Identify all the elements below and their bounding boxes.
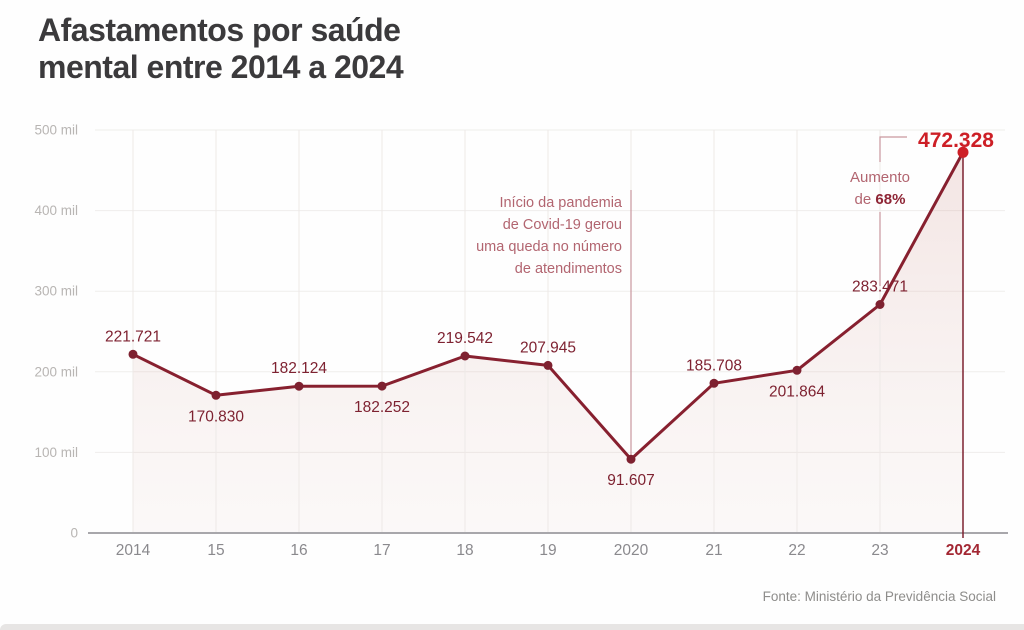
data-points (128, 146, 969, 464)
annotation-texts: Início da pandemia de Covid-19 gerou uma q… (476, 169, 910, 277)
x-tick-label: 22 (788, 542, 805, 559)
data-point (211, 390, 221, 400)
pandemic-annotation-text: de Covid-19 gerou (503, 217, 622, 233)
y-tick-label: 500 mil (34, 123, 78, 138)
data-point-label: 182.124 (271, 360, 327, 377)
page-title-line-1: Afastamentos por saúde (38, 12, 401, 48)
y-tick-label: 300 mil (34, 284, 78, 299)
data-point-label: 221.721 (105, 328, 161, 345)
data-point (294, 381, 304, 391)
area-fill (133, 152, 963, 534)
data-point-labels: 221.721 170.830 182.124 182.252 219.542 207.9… (105, 129, 994, 489)
x-tick-label: 16 (290, 542, 307, 559)
increase-annotation-bold: 68% (875, 191, 905, 208)
increase-annotation-line1: Aumento (850, 169, 910, 186)
page-title-line-2: mental entre 2014 a 2024 (38, 49, 404, 85)
annotation-lines (630, 136, 964, 538)
data-point (543, 360, 553, 370)
x-tick-label: 2024 (946, 542, 981, 559)
data-point (957, 146, 969, 158)
y-axis-labels: 0 100 mil 200 mil 300 mil 400 mil 500 mil (34, 123, 78, 541)
x-tick-label: 2014 (116, 542, 151, 559)
data-point-label: 219.542 (437, 330, 493, 347)
increase-annotation-line (879, 136, 907, 286)
pandemic-annotation-text: Início da pandemia (499, 195, 622, 211)
x-tick-label: 19 (539, 542, 556, 559)
page-title: Afastamentos por saúde mental entre 2014… (38, 12, 404, 86)
data-point-label: 91.607 (607, 472, 654, 489)
data-point (626, 454, 636, 464)
source-note: Fonte: Ministério da Previdência Social (762, 589, 996, 604)
data-point-label: 185.708 (686, 357, 742, 374)
data-point-label: 201.864 (769, 383, 825, 400)
data-point-label: 170.830 (188, 408, 244, 425)
x-tick-label: 17 (373, 542, 390, 559)
data-point-label: 283.471 (852, 279, 908, 296)
data-point (709, 378, 719, 388)
x-axis-labels: 2014 15 16 17 18 19 2020 21 22 23 2024 (116, 542, 981, 559)
data-point-label: 182.252 (354, 399, 410, 416)
bottom-strip (0, 624, 1024, 630)
y-tick-label: 100 mil (34, 445, 78, 460)
data-point (128, 349, 138, 359)
area-shape (133, 152, 963, 534)
y-tick-label: 400 mil (34, 203, 78, 218)
data-point-label: 207.945 (520, 339, 576, 356)
x-tick-label: 18 (456, 542, 473, 559)
x-tick-label: 2020 (614, 542, 649, 559)
y-tick-label: 0 (70, 526, 78, 541)
data-point (792, 365, 802, 375)
increase-annotation-prefix: de (855, 191, 876, 208)
data-point (460, 351, 470, 361)
x-tick-label: 23 (871, 542, 888, 559)
data-point (875, 300, 885, 309)
x-tick-label: 15 (207, 542, 224, 559)
data-point (377, 381, 387, 391)
x-tick-label: 21 (705, 542, 722, 559)
data-point-label: 472.328 (918, 129, 994, 152)
pandemic-annotation-text: de atendimentos (515, 261, 622, 277)
y-tick-label: 200 mil (34, 364, 78, 379)
increase-annotation-line2: de 68% (855, 191, 906, 208)
pandemic-annotation-text: uma queda no número (476, 239, 622, 255)
